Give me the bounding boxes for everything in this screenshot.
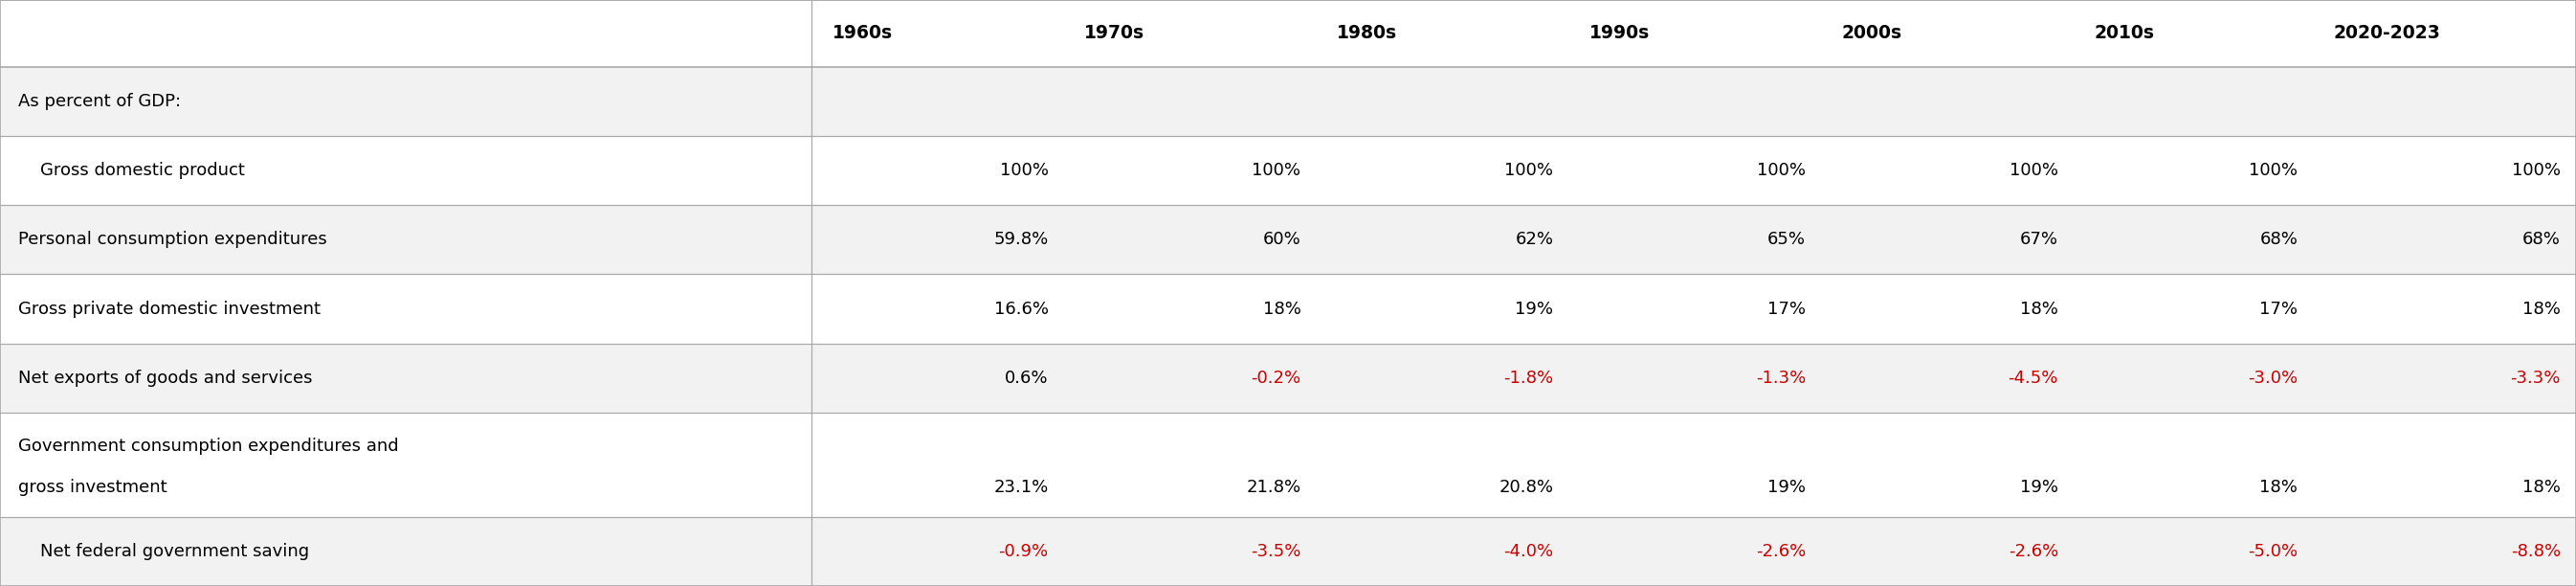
Text: 60%: 60% xyxy=(1262,231,1301,248)
Text: Net exports of goods and services: Net exports of goods and services xyxy=(18,369,312,387)
Text: 1980s: 1980s xyxy=(1337,24,1396,43)
Text: 100%: 100% xyxy=(1504,162,1553,179)
Text: 65%: 65% xyxy=(1767,231,1806,248)
Text: -8.8%: -8.8% xyxy=(2512,543,2561,560)
Text: 68%: 68% xyxy=(2259,231,2298,248)
Text: -2.6%: -2.6% xyxy=(2009,543,2058,560)
Text: -5.0%: -5.0% xyxy=(2249,543,2298,560)
Text: 2010s: 2010s xyxy=(2094,24,2154,43)
Text: Government consumption expenditures and: Government consumption expenditures and xyxy=(18,437,399,455)
Text: 1990s: 1990s xyxy=(1589,24,1649,43)
Text: 100%: 100% xyxy=(1757,162,1806,179)
Text: -3.0%: -3.0% xyxy=(2249,369,2298,387)
Text: As percent of GDP:: As percent of GDP: xyxy=(18,93,180,110)
Text: -1.3%: -1.3% xyxy=(1757,369,1806,387)
Text: gross investment: gross investment xyxy=(18,479,167,496)
Text: 19%: 19% xyxy=(1515,300,1553,318)
Text: 18%: 18% xyxy=(2522,300,2561,318)
Text: -0.2%: -0.2% xyxy=(1252,369,1301,387)
Text: 19%: 19% xyxy=(2020,479,2058,496)
Text: 2020-2023: 2020-2023 xyxy=(2334,24,2442,43)
Text: -2.6%: -2.6% xyxy=(1757,543,1806,560)
Text: 100%: 100% xyxy=(2512,162,2561,179)
Text: 100%: 100% xyxy=(1252,162,1301,179)
Text: 17%: 17% xyxy=(1767,300,1806,318)
Text: 62%: 62% xyxy=(1515,231,1553,248)
Text: Net federal government saving: Net federal government saving xyxy=(18,543,309,560)
Text: 1960s: 1960s xyxy=(832,24,891,43)
Text: Gross domestic product: Gross domestic product xyxy=(18,162,245,179)
Bar xyxy=(0,67,2576,136)
Text: 67%: 67% xyxy=(2020,231,2058,248)
Text: 0.6%: 0.6% xyxy=(1005,369,1048,387)
Bar xyxy=(0,205,2576,274)
Text: -3.5%: -3.5% xyxy=(1252,543,1301,560)
Bar xyxy=(0,274,2576,343)
Text: 23.1%: 23.1% xyxy=(994,479,1048,496)
Text: 21.8%: 21.8% xyxy=(1247,479,1301,496)
Text: -4.5%: -4.5% xyxy=(2009,369,2058,387)
Text: 18%: 18% xyxy=(2259,479,2298,496)
Text: 19%: 19% xyxy=(1767,479,1806,496)
Text: 16.6%: 16.6% xyxy=(994,300,1048,318)
Text: 100%: 100% xyxy=(999,162,1048,179)
Text: 20.8%: 20.8% xyxy=(1499,479,1553,496)
Bar xyxy=(0,517,2576,586)
Text: Gross private domestic investment: Gross private domestic investment xyxy=(18,300,319,318)
Text: 1970s: 1970s xyxy=(1084,24,1144,43)
Text: -4.0%: -4.0% xyxy=(1504,543,1553,560)
Text: Personal consumption expenditures: Personal consumption expenditures xyxy=(18,231,327,248)
Text: 17%: 17% xyxy=(2259,300,2298,318)
Text: 18%: 18% xyxy=(2020,300,2058,318)
Bar xyxy=(0,343,2576,413)
Text: -0.9%: -0.9% xyxy=(999,543,1048,560)
Text: 2000s: 2000s xyxy=(1842,24,1901,43)
Text: 18%: 18% xyxy=(1262,300,1301,318)
Bar xyxy=(0,136,2576,205)
Bar xyxy=(0,413,2576,517)
Text: -3.3%: -3.3% xyxy=(2512,369,2561,387)
Text: 100%: 100% xyxy=(2249,162,2298,179)
Text: 68%: 68% xyxy=(2522,231,2561,248)
Text: -1.8%: -1.8% xyxy=(1504,369,1553,387)
Text: 59.8%: 59.8% xyxy=(994,231,1048,248)
Text: 100%: 100% xyxy=(2009,162,2058,179)
Bar xyxy=(0,0,2576,67)
Text: 18%: 18% xyxy=(2522,479,2561,496)
